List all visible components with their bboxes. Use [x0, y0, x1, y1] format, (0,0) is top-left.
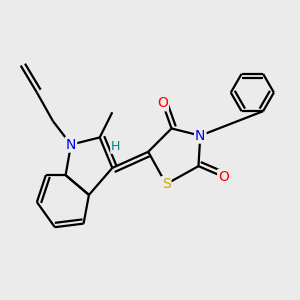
Text: S: S — [162, 177, 170, 191]
Text: N: N — [66, 138, 76, 152]
Text: O: O — [157, 96, 168, 110]
Text: N: N — [195, 129, 206, 142]
Text: O: O — [218, 170, 229, 184]
Text: H: H — [111, 140, 121, 153]
